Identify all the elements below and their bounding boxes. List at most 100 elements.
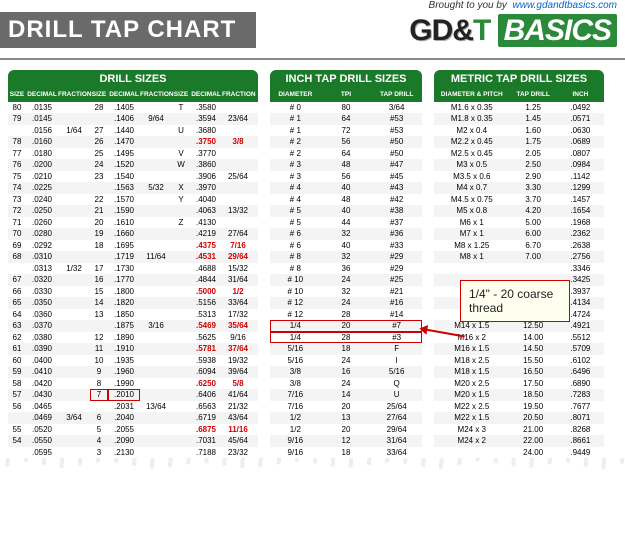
page-header: DRILL TAP CHART Brought to you by www.gd… [0, 0, 625, 60]
cell: 71 [8, 217, 26, 229]
cell [222, 125, 254, 137]
cell [172, 297, 190, 309]
cell: .1800 [108, 286, 140, 298]
cell: 27 [90, 125, 108, 137]
table-row: 72.025021.1590.406313/32 [8, 205, 258, 217]
cell: 31/64 [371, 435, 422, 447]
table-row: M5 x 0.84.20.1654 [434, 205, 604, 217]
cell [58, 424, 90, 436]
cell [58, 113, 90, 125]
table-row: .05953.2130.718823/32 [8, 447, 258, 459]
table-row: 67.032016.1770.484431/64 [8, 274, 258, 286]
cell: 33/64 [371, 447, 422, 459]
cell: # 1 [270, 113, 321, 125]
cell: .2362 [557, 228, 604, 240]
cell: .1850 [108, 309, 140, 321]
table-row: .04693/646.2040.671943/64 [8, 412, 258, 424]
metric-col-headers: DIAMETER & PITCHTAP DRILLINCH [434, 88, 604, 102]
cell: 54 [8, 435, 26, 447]
cell: .4130 [190, 217, 222, 229]
cell: 5 [90, 424, 108, 436]
table-row: 77.018025.1495V.3770 [8, 148, 258, 160]
cell: .0292 [26, 240, 58, 252]
cell: 40 [321, 182, 372, 194]
cell: .1960 [108, 366, 140, 378]
cell: # 12 [270, 309, 321, 321]
cell: .0260 [26, 217, 58, 229]
metric-tap-panel: METRIC TAP DRILL SIZES DIAMETER & PITCHT… [434, 70, 604, 458]
cell: 14 [90, 297, 108, 309]
cell: 9/16 [270, 447, 321, 459]
cell: 22.00 [510, 435, 557, 447]
cell [140, 355, 172, 367]
cell: #42 [371, 194, 422, 206]
table-row: 54.05504.2090.703145/64 [8, 435, 258, 447]
cell: .8268 [557, 424, 604, 436]
cell: 43/64 [222, 412, 254, 424]
table-row: 60.040010.1935.593819/32 [8, 355, 258, 367]
cell: #38 [371, 205, 422, 217]
cell: .5512 [557, 332, 604, 344]
cell: .1520 [108, 159, 140, 171]
table-row: M8 x 17.00.2756 [434, 251, 604, 263]
attribution-link[interactable]: www.gdandtbasics.com [513, 0, 618, 11]
cell: M1.8 x 0.35 [434, 113, 510, 125]
cell: 1/4 [270, 320, 321, 332]
cell [140, 148, 172, 160]
cell: .3906 [190, 171, 222, 183]
cell: .0280 [26, 228, 58, 240]
attribution-label: Brought to you by [429, 0, 507, 11]
cell [140, 263, 172, 275]
inch-tap-panel: INCH TAP DRILL SIZES DIAMETERTPITAP DRIL… [270, 70, 422, 458]
cell: 62 [8, 332, 26, 344]
table-row: 1/428#3 [270, 332, 422, 344]
col-header: FRACTION [140, 89, 172, 101]
cell: .1910 [108, 343, 140, 355]
cell: .5938 [190, 355, 222, 367]
cell: .8661 [557, 435, 604, 447]
cell [58, 251, 90, 263]
cell [222, 194, 254, 206]
cell: 11/16 [222, 424, 254, 436]
cell: 9 [90, 366, 108, 378]
table-row: 78.016026.1470.37503/8 [8, 136, 258, 148]
cell [140, 378, 172, 390]
table-row: 3/8165/16 [270, 366, 422, 378]
chart-container: DRILL TAP CHART Brought to you by www.gd… [0, 0, 625, 470]
cell: .6102 [557, 355, 604, 367]
cell: 48 [321, 159, 372, 171]
cell: .1495 [108, 148, 140, 160]
cell: 2.90 [510, 171, 557, 183]
col-header: SIZE [90, 89, 108, 101]
cell: M24 x 2 [434, 435, 510, 447]
cell: 7/16 [270, 389, 321, 401]
cell: 4.20 [510, 205, 557, 217]
cell: 7 [90, 389, 108, 401]
cell: .1457 [557, 194, 604, 206]
cell: .1440 [108, 125, 140, 137]
cell: .0310 [26, 251, 58, 263]
cell: 25/64 [371, 401, 422, 413]
cell: .0465 [26, 401, 58, 413]
cell: 60 [8, 355, 26, 367]
cell [172, 412, 190, 424]
table-row: # 440#43 [270, 182, 422, 194]
cell: .2040 [108, 412, 140, 424]
table-row: # 540#38 [270, 205, 422, 217]
cell: .6094 [190, 366, 222, 378]
callout-box: 1/4" - 20 coarse thread [460, 280, 570, 322]
cell: 72 [321, 125, 372, 137]
cell [434, 447, 510, 459]
cell: 58 [8, 378, 26, 390]
cell: #53 [371, 113, 422, 125]
cell: M8 x 1.25 [434, 240, 510, 252]
cell: 11 [90, 343, 108, 355]
cell [140, 240, 172, 252]
table-row: 75.021023.1540.390625/64 [8, 171, 258, 183]
cell [172, 251, 190, 263]
cell: 74 [8, 182, 26, 194]
table-row: M2.5 x 0.452.05.0807 [434, 148, 604, 160]
table-row: M1.8 x 0.351.45.0571 [434, 113, 604, 125]
cell: .0689 [557, 136, 604, 148]
cell: .2638 [557, 240, 604, 252]
